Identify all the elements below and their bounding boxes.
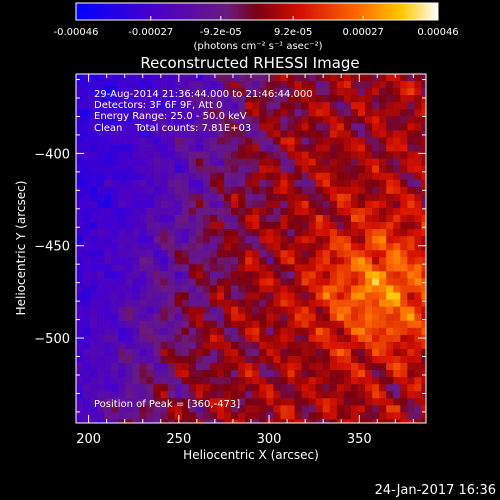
annotation-detectors: Detectors: 3F 6F 9F, Att 0 <box>94 100 222 111</box>
colorbar-unit-label: (photons cm⁻² s⁻¹ asec⁻²) <box>193 41 322 52</box>
annotation-energy-range: Energy Range: 25.0 - 50.0 keV <box>94 111 247 122</box>
colorbar <box>75 2 439 21</box>
annotation-peak-position: Position of Peak = [360,-473] <box>94 399 240 410</box>
x-tick-label: 350 <box>347 432 372 447</box>
render-date: 24-Jan-2017 16:36 <box>375 483 496 498</box>
y-tick-label: −400 <box>34 147 70 162</box>
x-tick-label: 200 <box>76 432 101 447</box>
x-tick-label: 250 <box>166 432 191 447</box>
x-tick-label: 300 <box>257 432 282 447</box>
y-tick-label: −500 <box>34 332 70 347</box>
y-tick-label: −450 <box>34 240 70 255</box>
heatmap-image <box>76 74 426 423</box>
axis-ticks: 200 250 300 350 −400 −450 −500 <box>34 74 426 447</box>
colorbar-ticks: -0.00046 -0.00027 -9.2e-05 9.2e-05 0.00027 0.… <box>54 16 459 38</box>
chart-title: Reconstructed RHESSI Image <box>140 54 359 72</box>
colorbar-tick-label: 0.00027 <box>343 27 384 38</box>
x-axis-label: Heliocentric X (arcsec) <box>183 448 319 462</box>
colorbar-tick-label: -9.2e-05 <box>200 27 242 38</box>
colorbar-tick-label: 9.2e-05 <box>274 27 312 38</box>
colorbar-tick-label: 0.00046 <box>417 27 458 38</box>
colorbar-tick-label: -0.00046 <box>54 27 99 38</box>
colorbar-tick-label: -0.00027 <box>128 27 173 38</box>
annotation-clean-counts: Clean Total counts: 7.81E+03 <box>94 123 251 134</box>
annotation-time-range: 29-Aug-2014 21:36:44.000 to 21:46:44.000 <box>94 89 313 100</box>
y-axis-label: Heliocentric Y (arcsec) <box>14 181 28 316</box>
